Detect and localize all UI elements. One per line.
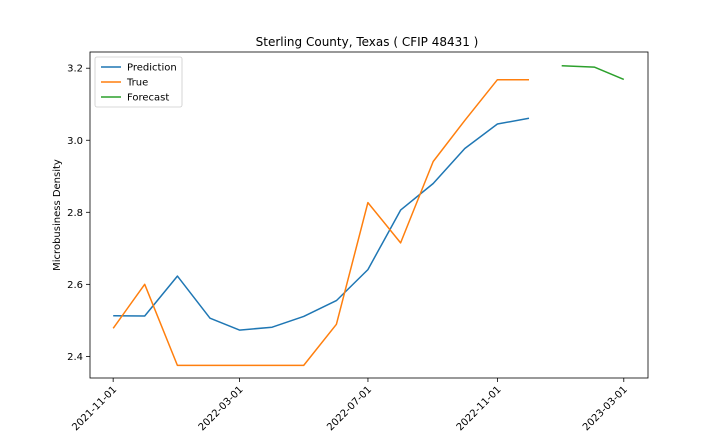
y-tick-label: 2.4 bbox=[67, 352, 83, 363]
y-tick-label: 3.2 bbox=[67, 64, 83, 75]
series-line-prediction bbox=[113, 117, 530, 331]
y-tick-label: 2.6 bbox=[67, 280, 83, 291]
y-tick-label: 3.0 bbox=[67, 136, 83, 147]
legend-label-prediction: Prediction bbox=[127, 63, 177, 74]
chart-title: Sterling County, Texas ( CFIP 48431 ) bbox=[256, 35, 479, 49]
y-axis-label: Microbusiness Density bbox=[52, 159, 63, 271]
series-line-forecast bbox=[561, 64, 625, 81]
legend-label-forecast: Forecast bbox=[127, 93, 169, 104]
series-line-true bbox=[112, 78, 529, 367]
legend-label-true: True bbox=[126, 78, 148, 89]
plot-frame bbox=[89, 51, 649, 379]
legend: Prediction True Forecast bbox=[94, 56, 183, 108]
y-tick-label: 2.8 bbox=[67, 208, 83, 219]
series-lines bbox=[112, 64, 625, 367]
legend-box bbox=[94, 56, 183, 108]
y-axis: 2.4 2.6 2.8 3.0 3.2 bbox=[67, 64, 90, 363]
